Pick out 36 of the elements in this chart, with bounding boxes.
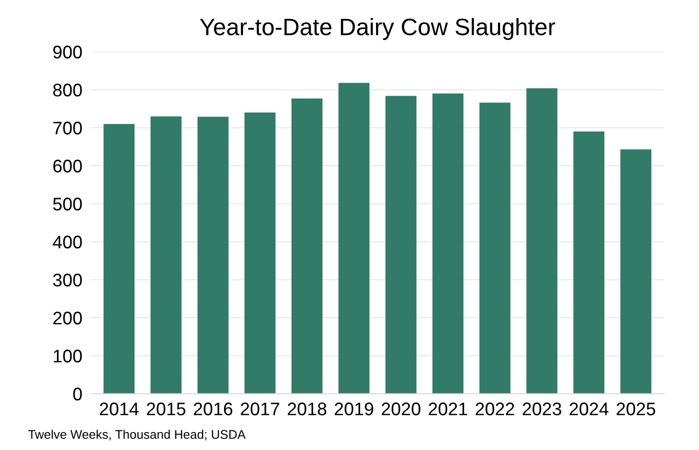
x-tick-label: 2019 (334, 402, 374, 416)
y-tick-label: 900 (53, 46, 82, 58)
y-tick-label: 500 (53, 198, 82, 210)
bar (198, 116, 229, 394)
text: Twelve Weeks, Thousand Head; USDA (28, 430, 246, 440)
x-tick-label: 2016 (194, 402, 232, 416)
bar (244, 112, 276, 394)
bar (150, 116, 182, 394)
x-tick-label: 2018 (288, 402, 326, 416)
y-tick-label: 200 (53, 312, 82, 324)
bar (104, 124, 135, 394)
x-tick-label: 2015 (146, 402, 186, 416)
x-tick-label: 2020 (382, 402, 420, 416)
y-tick-label: 0 (73, 388, 82, 400)
bar (338, 82, 370, 394)
x-tick-label: 2021 (428, 402, 468, 416)
x-tick-label: 2025 (616, 402, 656, 416)
bar (385, 96, 416, 394)
x-tick-label: 2023 (522, 402, 562, 416)
bar (573, 132, 604, 394)
bar (526, 88, 558, 394)
chart-title: Year-to-Date Dairy Cow Slaughter (200, 18, 556, 40)
bar (479, 102, 510, 394)
x-tick-label: 2014 (100, 402, 139, 416)
x-tick-label: 2017 (240, 402, 280, 416)
x-tick-label: 2024 (570, 402, 608, 416)
y-tick-label: 400 (52, 236, 82, 248)
bar (291, 98, 322, 394)
y-tick-label: 600 (53, 160, 82, 172)
bar (432, 94, 464, 394)
y-tick-label: 700 (53, 122, 82, 134)
x-tick-label: 2022 (476, 402, 514, 416)
y-tick-label: 300 (53, 274, 82, 286)
y-tick-label: 100 (54, 350, 82, 362)
bar (620, 149, 652, 394)
y-tick-label: 800 (53, 84, 82, 96)
